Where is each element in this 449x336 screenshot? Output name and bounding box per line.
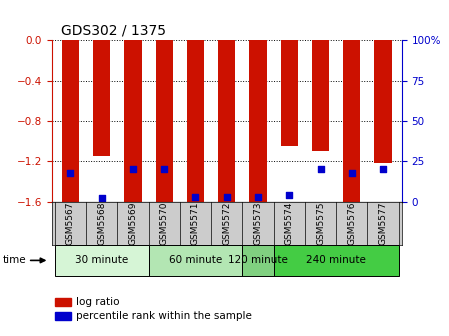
FancyBboxPatch shape [242, 245, 273, 276]
Text: GSM5573: GSM5573 [254, 202, 263, 245]
Bar [312, 40, 329, 151]
Point [348, 170, 356, 175]
Text: GSM5576: GSM5576 [348, 202, 357, 245]
Bar [218, 40, 235, 202]
FancyBboxPatch shape [273, 245, 399, 276]
Point [98, 196, 105, 201]
Text: 30 minute: 30 minute [75, 255, 128, 265]
Text: GSM5568: GSM5568 [97, 202, 106, 245]
Point [223, 194, 230, 200]
Text: GSM5574: GSM5574 [285, 202, 294, 245]
Text: GSM5570: GSM5570 [160, 202, 169, 245]
Bar [249, 40, 267, 202]
Bar [281, 40, 298, 146]
Bar [93, 40, 110, 156]
Bar [156, 40, 173, 202]
Text: 60 minute: 60 minute [169, 255, 222, 265]
Point [255, 194, 262, 200]
Point [192, 194, 199, 200]
Point [129, 167, 136, 172]
Bar [343, 40, 361, 202]
Bar [62, 40, 79, 202]
Text: GSM5577: GSM5577 [379, 202, 387, 245]
Text: GSM5567: GSM5567 [66, 202, 75, 245]
Point [317, 167, 324, 172]
Text: GSM5572: GSM5572 [222, 202, 231, 245]
Text: 120 minute: 120 minute [228, 255, 288, 265]
Text: log ratio: log ratio [76, 297, 119, 307]
Text: GSM5569: GSM5569 [128, 202, 137, 245]
Text: 240 minute: 240 minute [306, 255, 366, 265]
Point [161, 167, 168, 172]
FancyBboxPatch shape [55, 245, 149, 276]
Text: percentile rank within the sample: percentile rank within the sample [76, 311, 252, 321]
Point [379, 167, 387, 172]
Bar [187, 40, 204, 202]
Bar [374, 40, 392, 163]
Point [67, 170, 74, 175]
Bar [55, 298, 71, 306]
Text: GSM5575: GSM5575 [316, 202, 325, 245]
Bar [55, 312, 71, 320]
Text: GDS302 / 1375: GDS302 / 1375 [61, 24, 166, 38]
Text: GSM5571: GSM5571 [191, 202, 200, 245]
FancyBboxPatch shape [149, 245, 242, 276]
Bar [124, 40, 141, 202]
Point [286, 193, 293, 198]
Text: time: time [2, 255, 26, 265]
